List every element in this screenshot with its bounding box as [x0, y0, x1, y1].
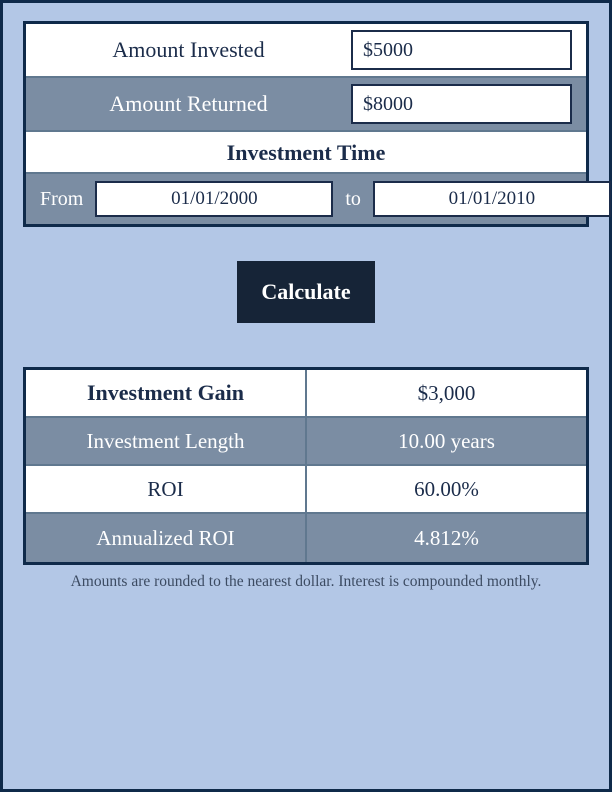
investment-gain-row: Investment Gain $3,000 [26, 370, 586, 418]
investment-time-title: Investment Time [26, 132, 586, 174]
roi-row: ROI 60.00% [26, 466, 586, 514]
results-panel: Investment Gain $3,000 Investment Length… [23, 367, 589, 565]
amount-returned-label: Amount Returned [26, 91, 351, 117]
roi-label: ROI [26, 477, 305, 502]
to-label: to [345, 188, 361, 211]
roi-value: 60.00% [307, 477, 586, 502]
amount-invested-input[interactable] [351, 30, 572, 70]
from-date-input[interactable] [95, 181, 333, 217]
calculate-wrap: Calculate [23, 261, 589, 323]
to-date-input[interactable] [373, 181, 611, 217]
investment-gain-label: Investment Gain [26, 380, 305, 406]
amount-returned-input[interactable] [351, 84, 572, 124]
from-label: From [40, 188, 83, 211]
investment-length-label: Investment Length [26, 429, 305, 454]
calculator-container: Amount Invested Amount Returned Investme… [0, 0, 612, 792]
amount-invested-label: Amount Invested [26, 37, 351, 63]
annualized-roi-row: Annualized ROI 4.812% [26, 514, 586, 562]
annualized-roi-value: 4.812% [307, 526, 586, 551]
annualized-roi-label: Annualized ROI [26, 526, 305, 551]
amount-returned-row: Amount Returned [26, 78, 586, 132]
calculate-button[interactable]: Calculate [237, 261, 374, 323]
amount-invested-row: Amount Invested [26, 24, 586, 78]
investment-length-row: Investment Length 10.00 years [26, 418, 586, 466]
investment-gain-value: $3,000 [307, 381, 586, 406]
input-panel: Amount Invested Amount Returned Investme… [23, 21, 589, 227]
investment-time-row: From to [26, 174, 586, 224]
investment-length-value: 10.00 years [307, 429, 586, 454]
footnote: Amounts are rounded to the nearest dolla… [23, 573, 589, 591]
